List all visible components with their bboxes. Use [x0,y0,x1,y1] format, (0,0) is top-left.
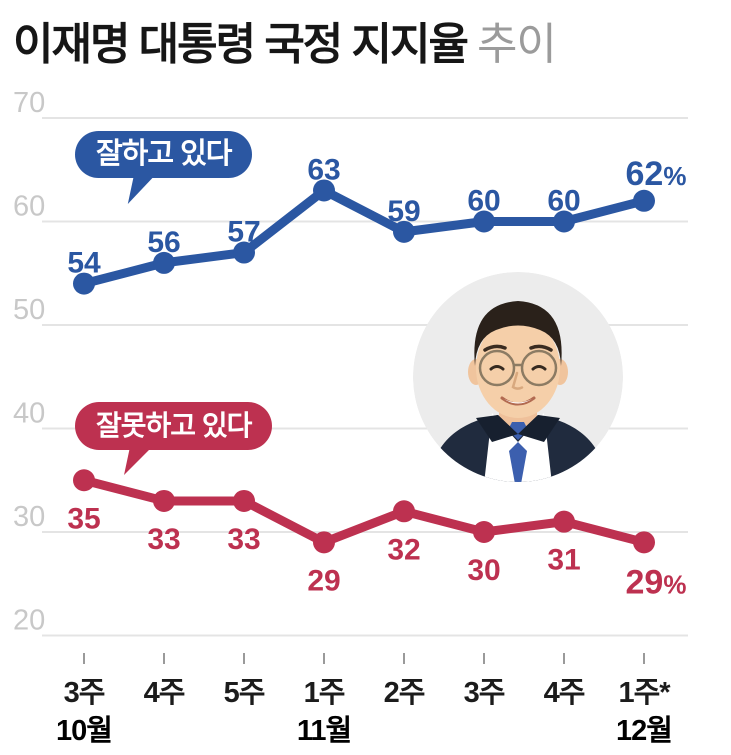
week-label: 3주 [464,677,505,709]
title-suffix: 추이 [476,20,557,69]
week-label: 4주 [544,677,585,709]
president-photo-illustration [413,272,623,482]
data-point [393,220,415,243]
data-point [553,210,575,233]
series-line-positive [79,185,649,289]
portrait-hair [474,301,562,366]
data-point [393,500,415,523]
data-label: 33 [147,523,180,556]
portrait-nose [511,371,524,390]
portrait-teeth [504,399,532,404]
week-label: 4주 [144,677,185,709]
approve-legend-label: 잘하고 있다 [96,138,232,170]
week-label: 5주 [224,677,265,709]
data-point [233,241,255,264]
data-label: 29 [307,564,340,597]
page-title: 이재명 대통령 국정 지지율 추이 [13,8,557,72]
week-label: 2주 [384,677,425,709]
y-axis-label: 20 [13,605,45,637]
data-label: 32 [387,533,420,566]
y-axis-label: 60 [13,191,45,223]
data-point [73,469,95,492]
portrait-smile [500,396,536,406]
portrait-glasses-right [520,349,558,387]
data-label: 54 [67,247,101,280]
data-point [233,489,255,512]
y-axis-label: 50 [13,294,45,326]
data-point [73,272,95,295]
portrait-eyebrow-left [483,344,507,352]
month-label: 10월 [56,714,112,747]
data-label: 30 [467,554,500,587]
portrait-glasses-left [478,349,516,387]
month-label: 12월 [616,714,672,747]
portrait-eye-left [489,365,505,371]
y-axis-label: 70 [13,87,45,119]
data-label: 62% [626,155,687,193]
portrait-tie [508,422,528,482]
data-point [473,210,495,233]
data-point [553,510,575,533]
y-axis-label: 40 [13,398,45,430]
week-label: 1주* [618,677,671,709]
data-label: 60 [547,185,580,218]
disapprove-legend-bubble: 잘못하고 있다 [75,402,273,450]
month-label: 11월 [297,714,351,747]
week-label: 3주 [64,677,105,709]
portrait-lapel-left [476,415,518,442]
data-label: 57 [227,216,260,249]
series-line-negative [79,475,649,547]
data-label: 56 [147,226,180,259]
data-point [633,531,655,554]
portrait-eyebrow-right [529,344,553,352]
data-point [473,521,495,543]
data-point [153,251,175,274]
president-portrait [413,272,623,482]
data-label: 60 [467,185,500,218]
data-point [633,189,655,212]
data-label: 35 [67,502,100,535]
data-point [313,179,335,202]
disapprove-legend-label: 잘못하고 있다 [96,410,252,441]
approve-legend-bubble: 잘하고 있다 [75,131,253,178]
data-label: 29% [626,563,687,601]
data-label: 33 [227,523,260,556]
title-main: 이재명 대통령 국정 지지율 [13,20,469,69]
portrait-eye-right [531,365,547,371]
data-point [153,489,175,512]
data-label: 59 [387,195,420,228]
data-point [313,531,335,554]
y-axis-label: 30 [13,501,45,533]
data-label: 31 [547,544,580,577]
week-label: 1주 [304,677,345,709]
portrait-lapel-right [518,415,560,442]
portrait-face [476,318,560,418]
data-label: 63 [307,153,340,186]
